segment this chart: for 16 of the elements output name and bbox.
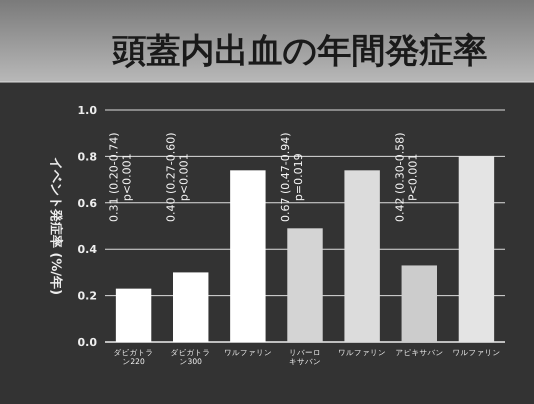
annotation: 0.31 (0.20-0.74) p<0.001 xyxy=(108,132,134,222)
y-tick-label: 0.8 xyxy=(78,150,97,164)
bar xyxy=(173,272,208,342)
annotation: 0.42 (0.30-0.58) P<0.001 xyxy=(393,132,420,222)
y-tick-label: 0.4 xyxy=(78,243,98,256)
bar xyxy=(116,288,152,342)
y-tick-label: 0.0 xyxy=(78,336,98,349)
chart-title: 頭蓋内出血の年間発症率 xyxy=(112,31,488,71)
annotation: 0.40 (0.27-0.60) p<0.001 xyxy=(164,132,191,222)
y-tick-label: 0.2 xyxy=(78,290,97,303)
y-tick-label: 1.0 xyxy=(78,104,98,117)
bar xyxy=(230,170,266,342)
y-tick-label: 0.6 xyxy=(78,196,98,210)
bar xyxy=(402,265,437,342)
y-axis-title: イベント発症率 (%/年) xyxy=(48,156,64,296)
annotation: 0.67 (0.47-0.94) p=0.019 xyxy=(279,132,305,222)
